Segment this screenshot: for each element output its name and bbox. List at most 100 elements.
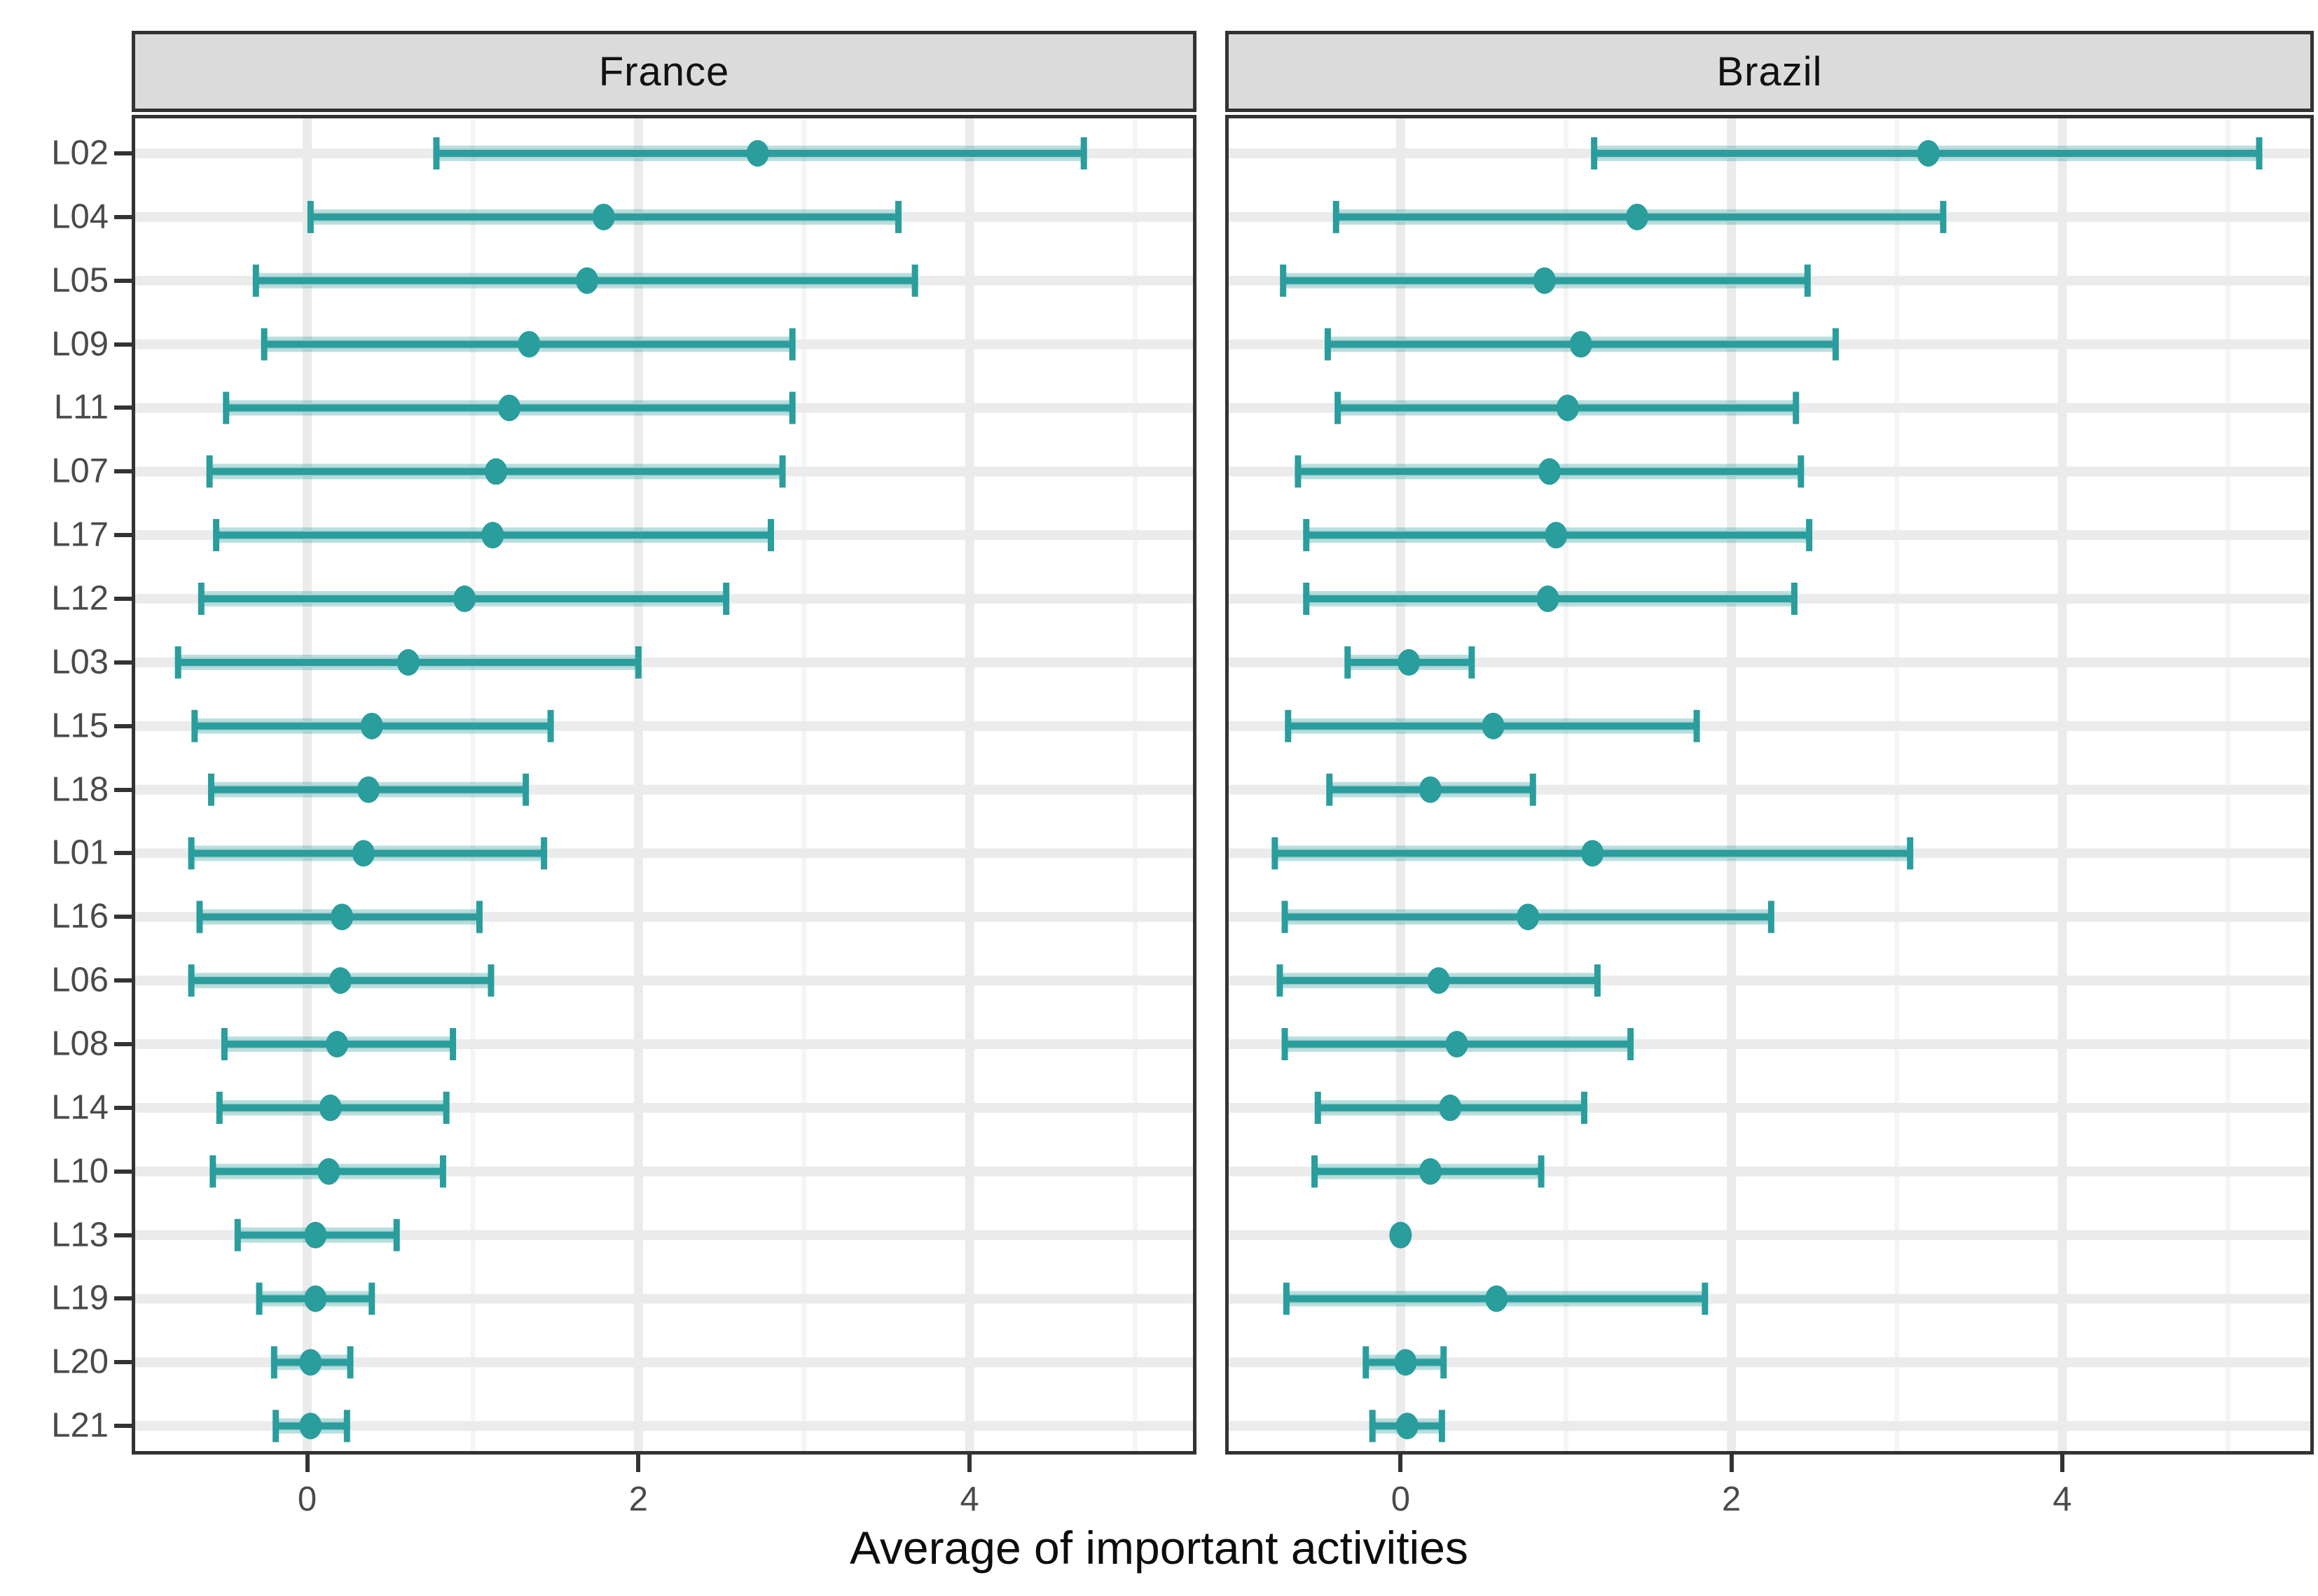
point-marker bbox=[746, 140, 769, 167]
point-marker bbox=[1395, 1413, 1419, 1440]
point-marker bbox=[1419, 776, 1442, 803]
y-tick-mark bbox=[114, 1105, 132, 1110]
panel-brazil bbox=[1225, 115, 2314, 1455]
panel-border bbox=[1225, 115, 2314, 1455]
y-tick-mark bbox=[114, 660, 132, 665]
y-tick-mark bbox=[114, 723, 132, 728]
x-tick-mark bbox=[1398, 1455, 1403, 1472]
point-marker bbox=[1581, 840, 1604, 867]
point-marker bbox=[1482, 712, 1505, 740]
point-marker bbox=[1917, 140, 1940, 167]
y-tick-label: L19 bbox=[51, 1279, 109, 1317]
point-marker bbox=[1394, 1349, 1417, 1376]
y-tick-label: L02 bbox=[51, 134, 109, 172]
point-marker bbox=[304, 1221, 327, 1249]
point-marker bbox=[357, 776, 380, 803]
y-tick-label: L14 bbox=[51, 1088, 109, 1127]
x-tick-mark bbox=[967, 1455, 972, 1472]
y-tick-label: L15 bbox=[51, 707, 109, 745]
x-tick-label: 0 bbox=[1391, 1480, 1410, 1518]
y-tick-mark bbox=[114, 851, 132, 856]
facet-strip-label: France bbox=[598, 48, 730, 95]
y-tick-label: L01 bbox=[51, 833, 109, 872]
facet-strip-brazil: Brazil bbox=[1225, 31, 2314, 112]
x-tick-mark bbox=[2060, 1455, 2065, 1472]
y-tick-mark bbox=[114, 342, 132, 347]
panel-canvas bbox=[132, 115, 1196, 1455]
x-tick-mark bbox=[1729, 1455, 1734, 1472]
y-tick-label: L11 bbox=[53, 388, 109, 426]
point-marker bbox=[485, 458, 508, 485]
y-tick-label: L12 bbox=[51, 579, 109, 618]
point-marker bbox=[319, 1094, 342, 1121]
point-marker bbox=[1533, 267, 1556, 294]
y-tick-label: L08 bbox=[51, 1025, 109, 1063]
point-marker bbox=[317, 1158, 340, 1185]
point-marker bbox=[518, 331, 541, 358]
point-marker bbox=[326, 1031, 349, 1058]
y-tick-mark bbox=[114, 278, 132, 283]
x-tick-label: 0 bbox=[297, 1480, 317, 1518]
point-marker bbox=[1389, 1221, 1412, 1249]
x-tick-label: 4 bbox=[2053, 1480, 2072, 1518]
y-tick-label: L18 bbox=[51, 770, 109, 809]
y-tick-mark bbox=[114, 1233, 132, 1237]
x-tick-label: 2 bbox=[1722, 1480, 1741, 1518]
x-axis-title: Average of important activities bbox=[850, 1522, 1468, 1574]
point-marker bbox=[1538, 458, 1561, 485]
panel-france bbox=[132, 115, 1196, 1455]
y-tick-mark bbox=[114, 1424, 132, 1429]
point-marker bbox=[1556, 394, 1579, 422]
y-tick-label: L04 bbox=[51, 197, 109, 236]
y-tick-label: L05 bbox=[51, 261, 109, 300]
x-tick-label: 4 bbox=[960, 1480, 979, 1518]
point-marker bbox=[592, 203, 615, 230]
panel-canvas bbox=[1225, 115, 2314, 1455]
point-marker bbox=[481, 522, 504, 549]
y-tick-label: L20 bbox=[51, 1342, 109, 1381]
point-marker bbox=[299, 1349, 322, 1376]
point-marker bbox=[1445, 1031, 1468, 1058]
point-marker bbox=[1439, 1094, 1462, 1121]
point-marker bbox=[329, 967, 352, 994]
y-tick-mark bbox=[114, 1042, 132, 1047]
point-marker bbox=[352, 840, 375, 867]
y-tick-mark bbox=[114, 405, 132, 410]
y-tick-label: L16 bbox=[51, 897, 109, 936]
point-marker bbox=[1545, 522, 1568, 549]
y-tick-mark bbox=[114, 787, 132, 792]
y-tick-label: L17 bbox=[51, 515, 109, 554]
point-marker bbox=[1569, 331, 1592, 358]
facet-strip-france: France bbox=[132, 31, 1196, 112]
point-marker bbox=[1419, 1158, 1442, 1185]
point-marker bbox=[453, 585, 476, 613]
y-tick-label: L03 bbox=[51, 643, 109, 681]
y-tick-label: L21 bbox=[51, 1406, 109, 1445]
y-tick-mark bbox=[114, 151, 132, 155]
point-marker bbox=[360, 712, 383, 740]
y-tick-mark bbox=[114, 1296, 132, 1301]
y-tick-label: L09 bbox=[51, 325, 109, 363]
point-marker bbox=[497, 394, 520, 422]
point-marker bbox=[396, 648, 420, 676]
point-marker bbox=[1626, 203, 1649, 230]
point-marker bbox=[331, 903, 354, 931]
y-tick-mark bbox=[114, 214, 132, 219]
y-tick-mark bbox=[114, 597, 132, 602]
y-tick-label: L06 bbox=[51, 961, 109, 999]
point-marker bbox=[304, 1285, 327, 1312]
point-marker bbox=[1398, 648, 1421, 676]
y-tick-label: L13 bbox=[51, 1216, 109, 1254]
y-tick-mark bbox=[114, 978, 132, 983]
y-tick-label: L07 bbox=[51, 452, 109, 490]
y-tick-label: L10 bbox=[51, 1152, 109, 1191]
facet-strip-label: Brazil bbox=[1716, 48, 1823, 95]
point-marker bbox=[576, 267, 599, 294]
y-tick-mark bbox=[114, 533, 132, 538]
point-marker bbox=[1427, 967, 1450, 994]
y-tick-mark bbox=[114, 915, 132, 920]
point-marker bbox=[1485, 1285, 1508, 1312]
y-tick-mark bbox=[114, 469, 132, 474]
y-tick-mark bbox=[114, 1360, 132, 1365]
